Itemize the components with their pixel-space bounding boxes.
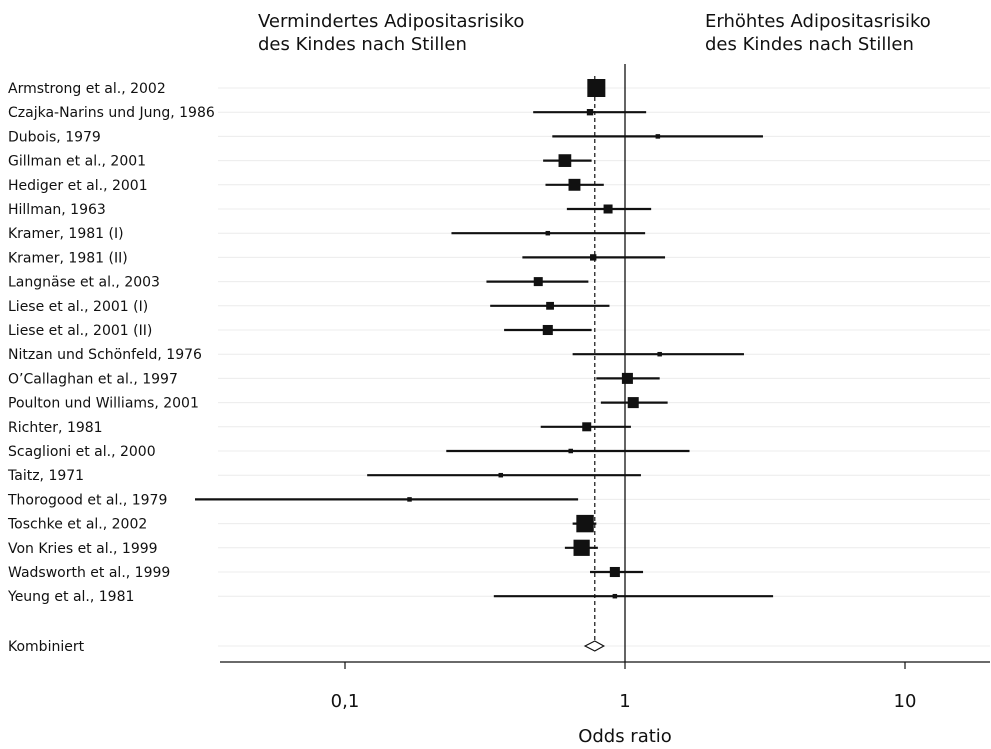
- point-estimate: [498, 472, 504, 478]
- study-label: Liese et al., 2001 (I): [8, 299, 148, 315]
- combined-label: Kombiniert: [8, 639, 85, 655]
- study-label: O’Callaghan et al., 1997: [8, 371, 178, 387]
- header-left-line-2: des Kindes nach Stillen: [258, 34, 467, 55]
- study-labels: Armstrong et al., 2002 Czajka-Narins und …: [7, 81, 215, 655]
- point-estimate: [621, 372, 633, 384]
- study-label: Wadsworth et al., 1999: [8, 565, 170, 581]
- point-estimate: [655, 134, 661, 139]
- point-estimate: [568, 448, 573, 454]
- study-label: Thorogood et al., 1979: [7, 492, 167, 508]
- x-axis-label: Odds ratio: [578, 726, 672, 747]
- header-right: Erhöhtes Adipositasrisiko des Kindes nac…: [705, 10, 931, 56]
- point-estimate: [582, 422, 592, 432]
- study-label: Scaglioni et al., 2000: [8, 444, 156, 460]
- point-estimate: [586, 109, 594, 116]
- point-estimate: [558, 154, 572, 167]
- point-estimate: [603, 204, 613, 214]
- point-estimate: [627, 397, 639, 409]
- study-label: Poulton und Williams, 2001: [8, 396, 199, 412]
- point-estimate: [533, 277, 543, 287]
- point-estimate: [657, 351, 662, 357]
- study-label: Liese et al., 2001 (II): [8, 323, 152, 339]
- point-estimate: [546, 301, 554, 310]
- study-label: Czajka-Narins und Jung, 1986: [8, 105, 215, 121]
- study-label: Toschke et al., 2002: [7, 517, 147, 533]
- study-label: Hillman, 1963: [8, 202, 106, 218]
- reference-lines: [594, 64, 626, 662]
- study-label: Langnäse et al., 2003: [8, 275, 160, 291]
- combined-diamond: [583, 640, 606, 652]
- header-left: Vermindertes Adipositasrisiko des Kindes…: [258, 10, 524, 56]
- point-estimate: [545, 230, 551, 236]
- header-right-line-1: Erhöhtes Adipositasrisiko: [705, 11, 931, 32]
- point-estimate: [568, 178, 581, 191]
- study-label: Kramer, 1981 (I): [8, 226, 124, 242]
- point-estimate: [542, 324, 553, 336]
- x-tick-label: 1: [619, 691, 630, 712]
- study-label: Kramer, 1981 (II): [8, 250, 128, 266]
- x-axis: 0,1 1 10 Odds ratio: [220, 661, 990, 747]
- row-gridlines: [218, 87, 990, 647]
- point-estimate: [612, 593, 618, 599]
- point-estimate: [576, 514, 594, 533]
- x-tick-label: 0,1: [331, 691, 360, 712]
- header-right-line-2: des Kindes nach Stillen: [705, 34, 914, 55]
- study-marks: [195, 79, 774, 652]
- point-estimate: [587, 79, 606, 97]
- study-label: Dubois, 1979: [8, 129, 101, 145]
- study-label: Richter, 1981: [8, 420, 103, 436]
- header-left-line-1: Vermindertes Adipositasrisiko: [258, 11, 525, 32]
- study-label: Von Kries et al., 1999: [8, 541, 158, 557]
- point-estimate: [609, 566, 620, 578]
- point-estimate: [573, 539, 590, 556]
- study-label: Armstrong et al., 2002: [8, 81, 166, 97]
- study-label: Taitz, 1971: [7, 468, 84, 484]
- x-tick-label: 10: [894, 691, 917, 712]
- study-label: Gillman et al., 2001: [8, 154, 146, 170]
- study-label: Hediger et al., 2001: [8, 178, 148, 194]
- point-estimate: [590, 254, 597, 261]
- point-estimate: [407, 497, 412, 502]
- study-label: Nitzan und Schönfeld, 1976: [8, 347, 202, 363]
- study-label: Yeung et al., 1981: [7, 589, 134, 605]
